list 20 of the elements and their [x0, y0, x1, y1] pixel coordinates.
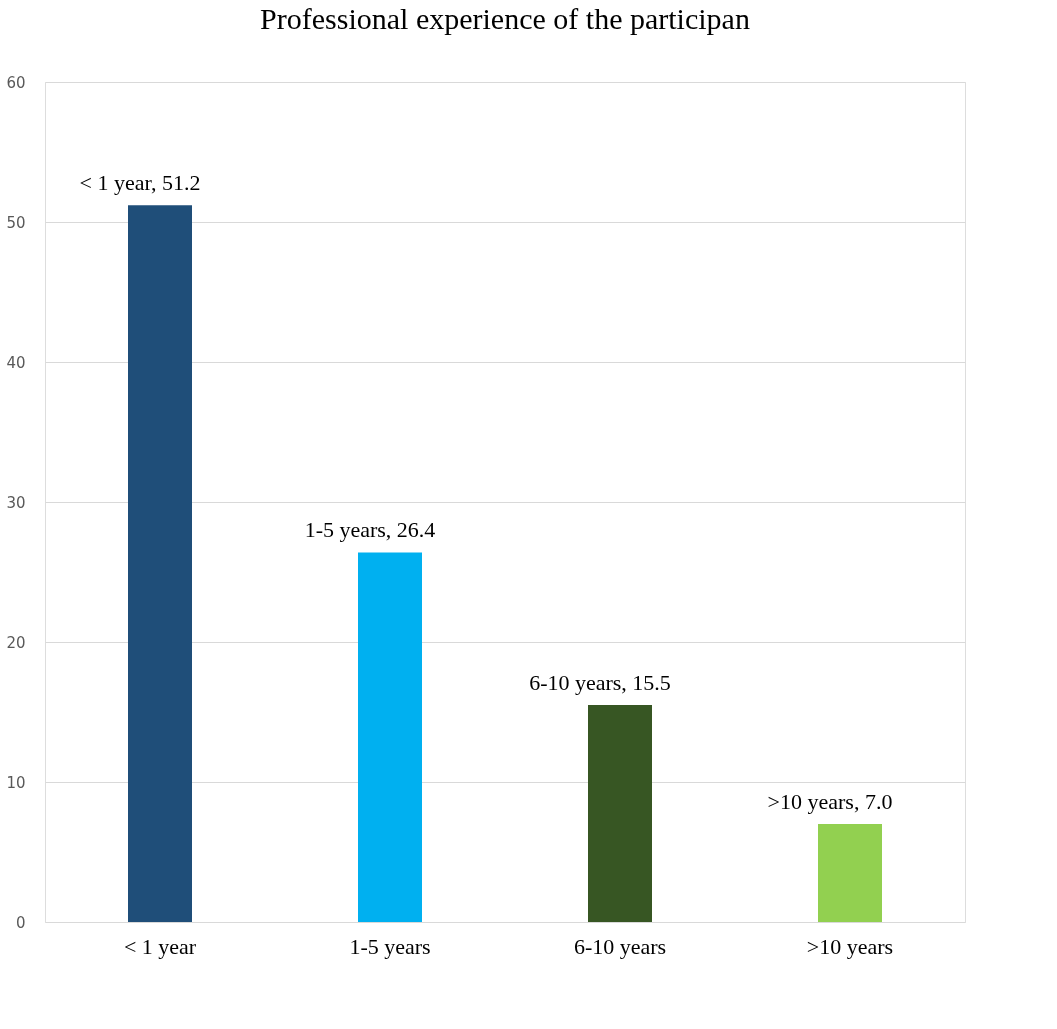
x-tick-label: < 1 year: [123, 933, 197, 959]
y-tick-label: 10: [6, 773, 26, 792]
chart-title: Professional experience of the participan: [260, 2, 750, 35]
bar: [128, 205, 192, 922]
x-tick-label: 1-5 years: [349, 933, 431, 959]
data-label: < 1 year, 51.2: [79, 170, 201, 196]
x-tick-label: 6-10 years: [573, 933, 667, 959]
y-tick-label: 60: [6, 73, 26, 92]
y-tick-label: 40: [6, 353, 26, 372]
bar: [358, 552, 422, 922]
y-tick-label: 20: [6, 633, 26, 652]
bar: [588, 705, 652, 922]
x-tick-label: >10 years: [806, 933, 894, 959]
bar: [818, 824, 882, 922]
data-label: 6-10 years, 15.5: [529, 670, 671, 695]
data-label: >10 years, 7.0: [767, 789, 893, 814]
y-tick-label: 0: [15, 913, 26, 932]
y-tick-label: 30: [6, 493, 26, 512]
data-label: 1-5 years, 26.4: [304, 517, 436, 543]
y-tick-label: 50: [6, 213, 26, 232]
